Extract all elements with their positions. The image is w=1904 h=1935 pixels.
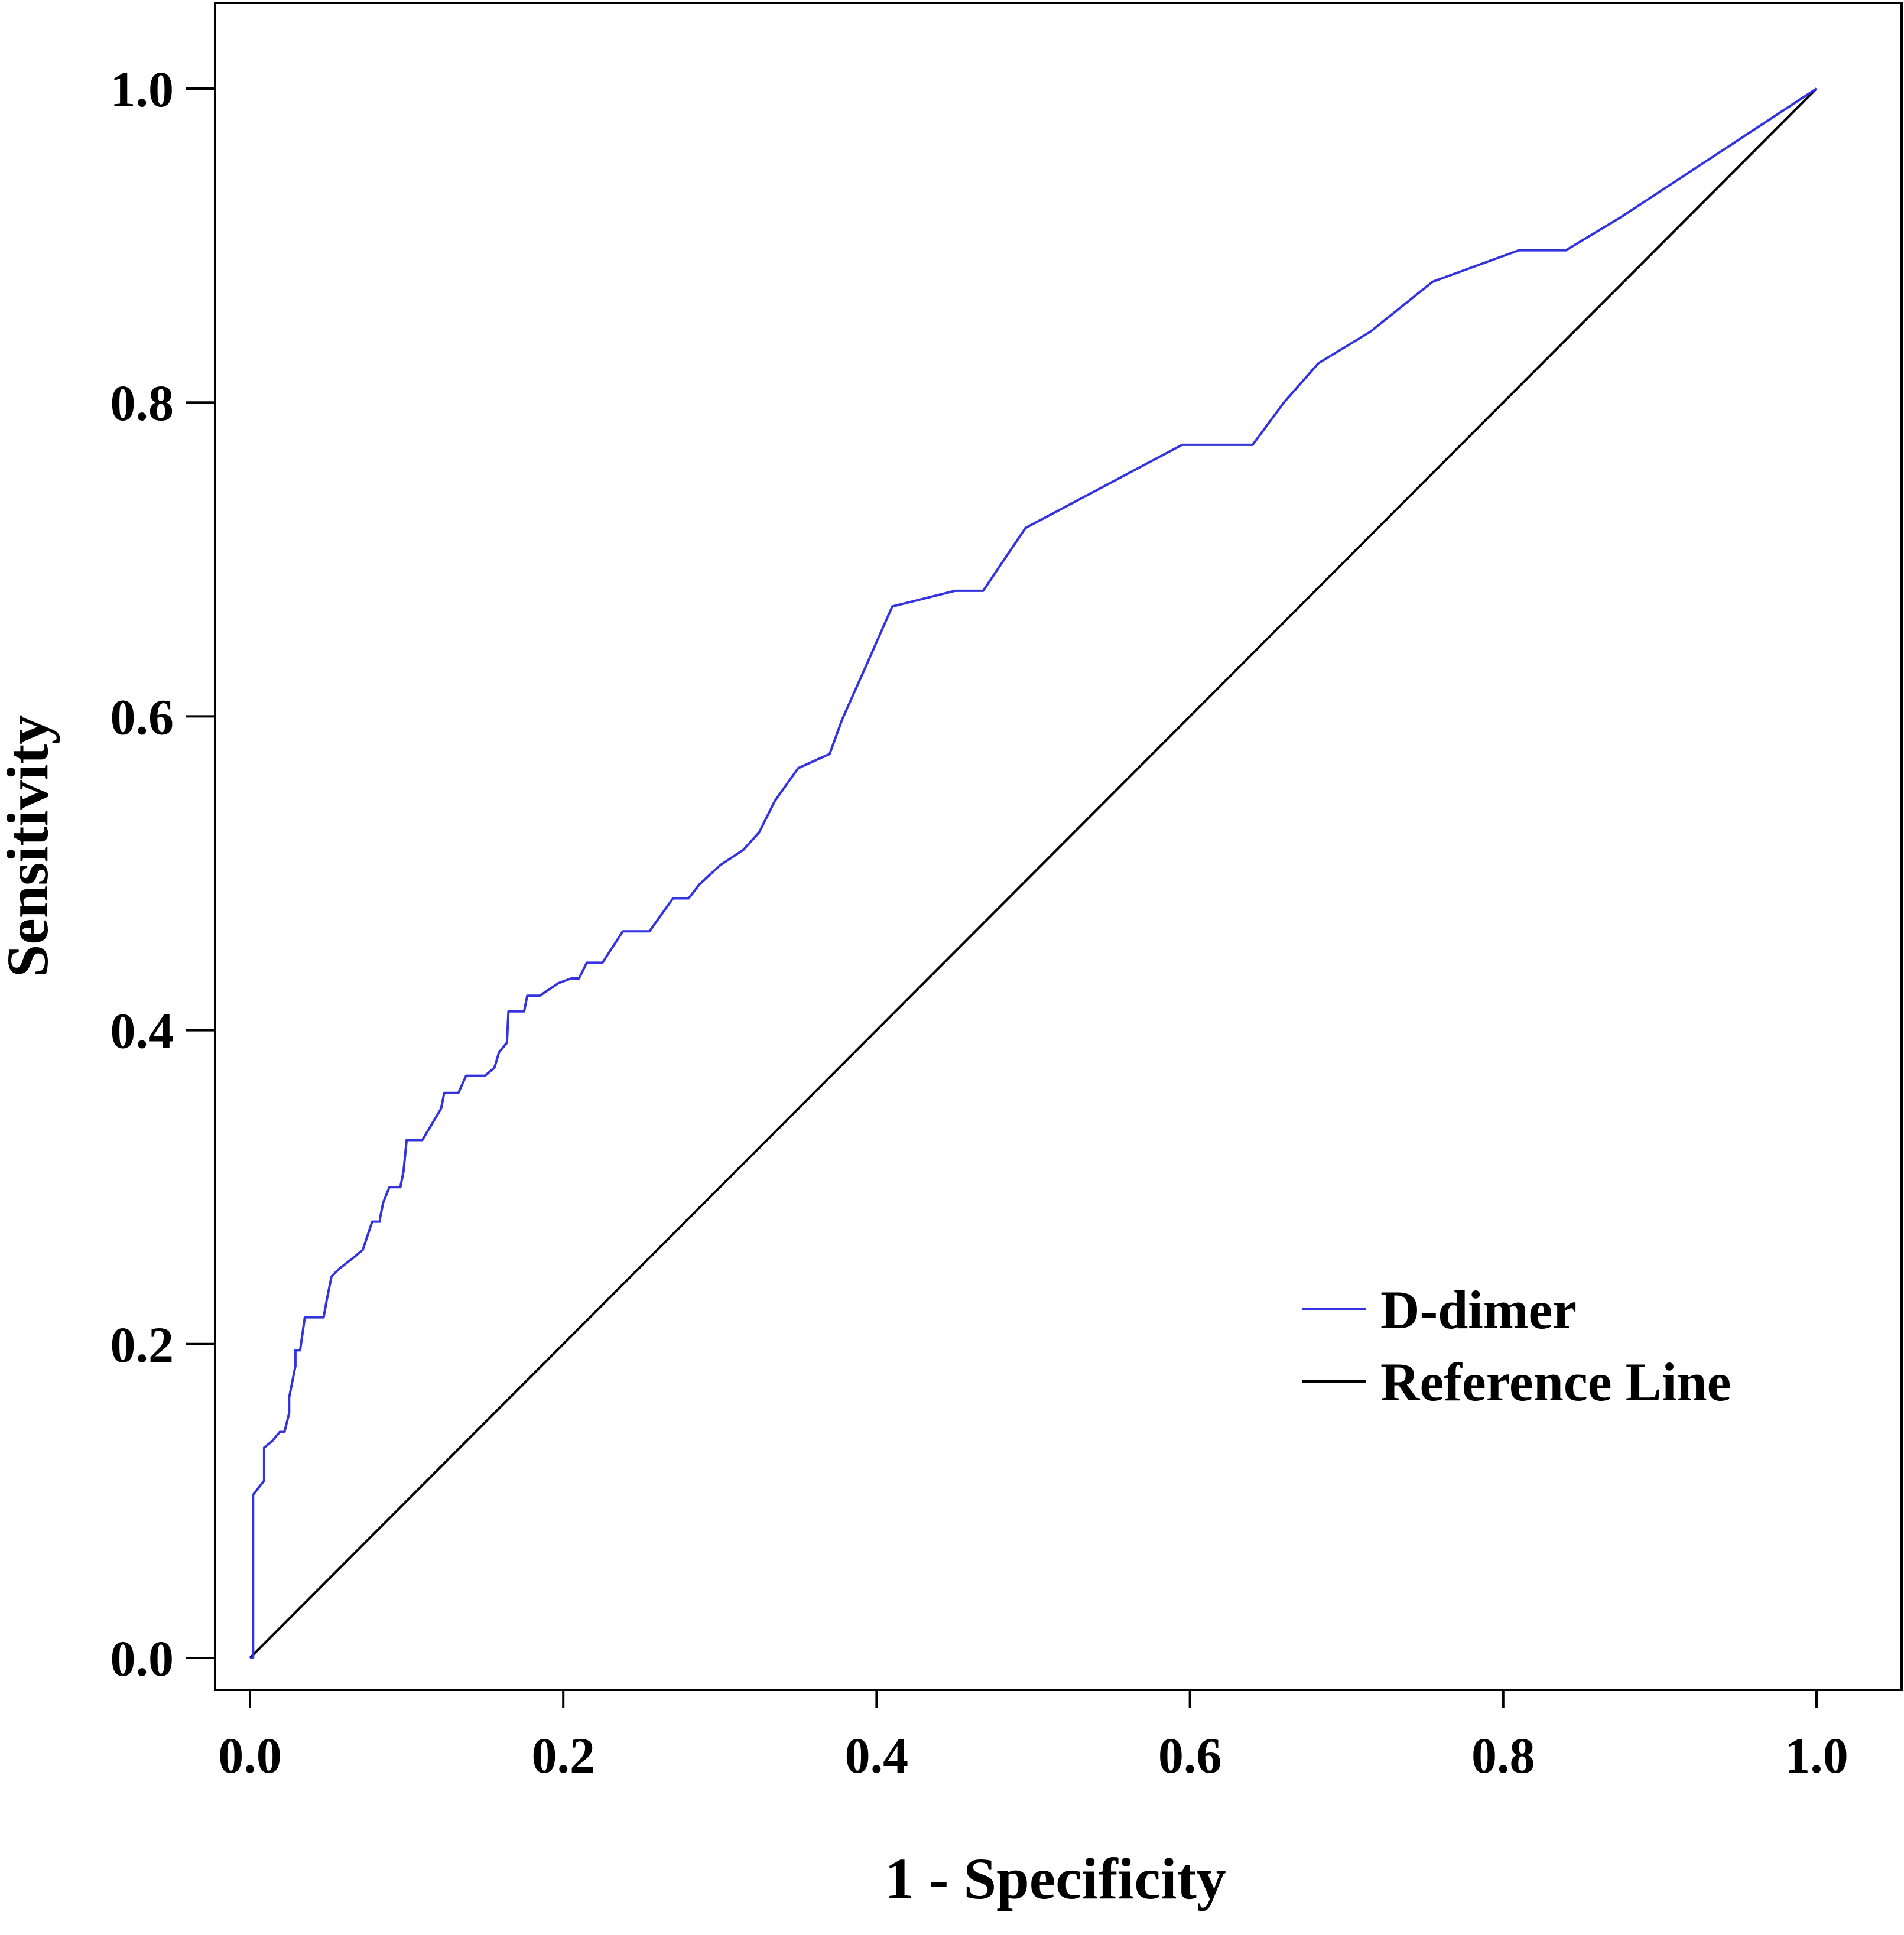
y-tick-label: 0.0 xyxy=(111,1630,174,1687)
series-reference-line-line xyxy=(249,87,1818,1659)
x-tick-label: 0.0 xyxy=(218,1727,282,1784)
y-tick-label: 0.8 xyxy=(111,375,174,431)
y-tick-label: 0.2 xyxy=(111,1316,174,1373)
x-tick-label: 0.4 xyxy=(845,1727,909,1784)
x-tick-label: 0.6 xyxy=(1158,1727,1222,1784)
legend: D-dimer Reference Line xyxy=(1302,1280,1731,1412)
y-tick-label: 0.4 xyxy=(111,1003,174,1059)
legend-label-reference-line: Reference Line xyxy=(1380,1352,1731,1412)
x-tick-label: 0.2 xyxy=(531,1727,595,1784)
plot-frame xyxy=(214,2,1903,1691)
legend-label-d-dimer: D-dimer xyxy=(1380,1280,1577,1340)
series-layer xyxy=(249,87,1818,1659)
x-tick-label: 1.0 xyxy=(1785,1727,1848,1784)
y-axis-title: Sensitivity xyxy=(0,715,60,977)
y-axis: 0.0 0.2 0.4 0.6 0.8 1.0 xyxy=(111,61,215,1687)
y-tick-label: 1.0 xyxy=(111,61,174,118)
y-tick-label: 0.6 xyxy=(111,688,174,745)
x-tick-label: 0.8 xyxy=(1471,1727,1535,1784)
x-axis-title: 1 - Specificity xyxy=(885,1846,1226,1911)
x-axis: 0.0 0.2 0.4 0.6 0.8 1.0 xyxy=(218,1690,1848,1784)
series-d-dimer-line xyxy=(250,87,1818,1659)
